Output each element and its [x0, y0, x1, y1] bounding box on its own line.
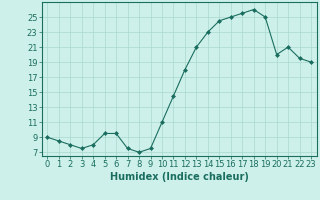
X-axis label: Humidex (Indice chaleur): Humidex (Indice chaleur)	[110, 172, 249, 182]
